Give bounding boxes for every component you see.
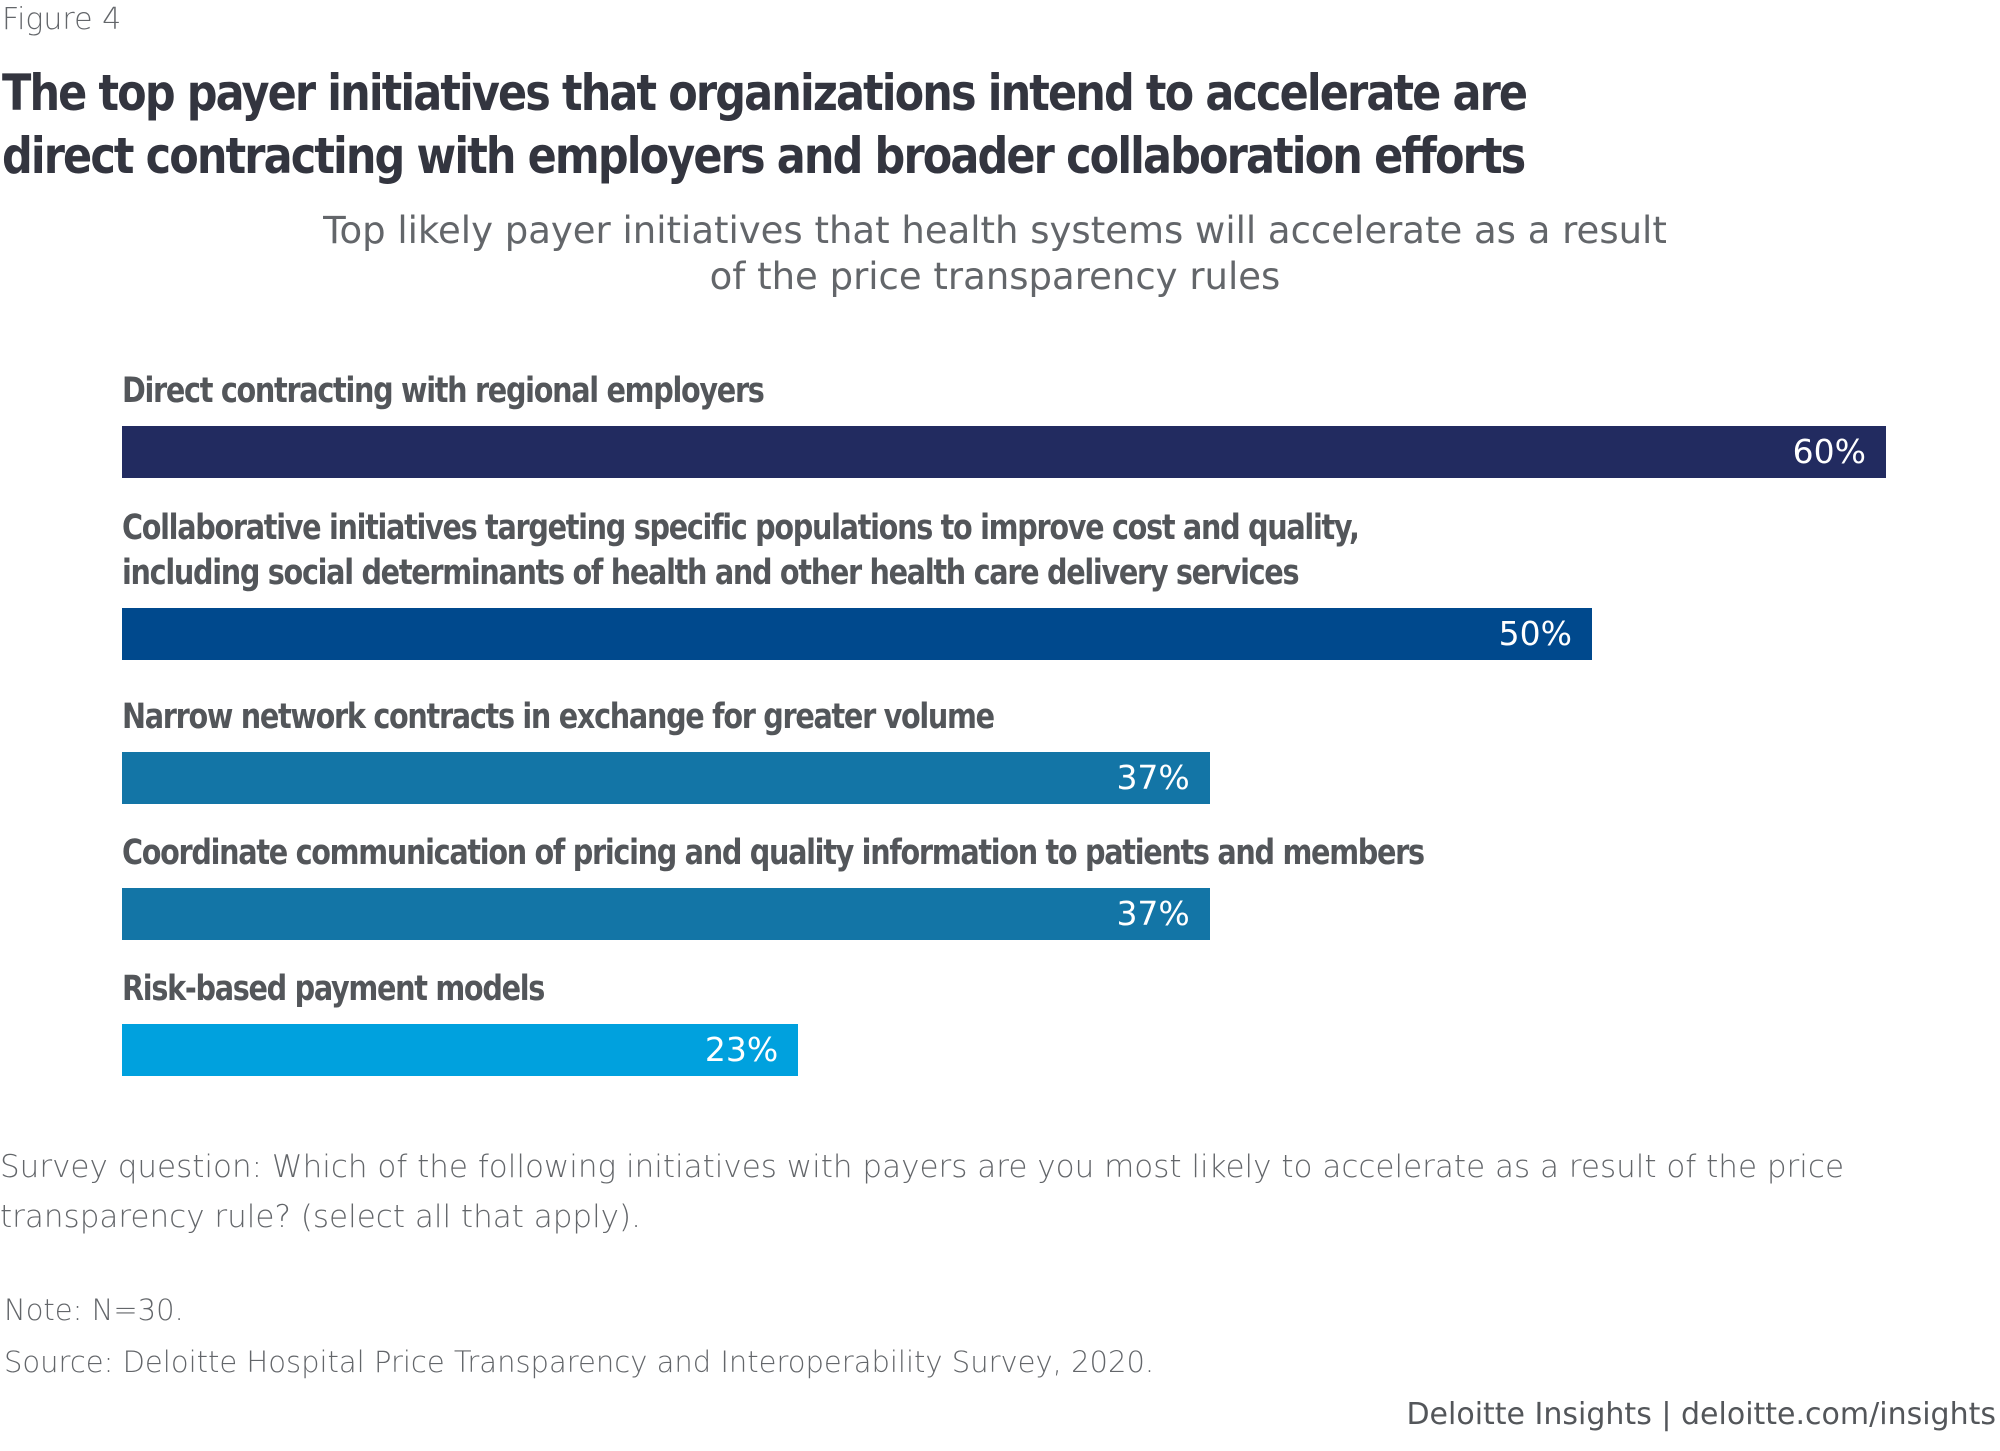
source: Source: Deloitte Hospital Price Transpar…	[4, 1345, 1155, 1379]
note: Note: N=30.	[4, 1293, 184, 1327]
category-label-line: including social determinants of health …	[122, 553, 1300, 593]
bar: 37%	[122, 752, 1210, 804]
category-label: Direct contracting with regional employe…	[122, 369, 765, 414]
category-label: Coordinate communication of pricing and …	[122, 831, 1425, 876]
category-label: Narrow network contracts in exchange for…	[122, 695, 995, 740]
category-label: Collaborative initiatives targeting spec…	[122, 506, 1360, 596]
data-label: 23%	[704, 1030, 779, 1069]
survey-question: Survey question: Which of the following …	[0, 1149, 1845, 1235]
bar: 37%	[122, 888, 1210, 940]
category-label-line: Collaborative initiatives targeting spec…	[122, 508, 1360, 548]
chart-title: The top payer initiatives that organizat…	[2, 64, 1528, 185]
data-label: 60%	[1792, 432, 1866, 471]
data-label: 37%	[1116, 758, 1190, 797]
data-label: 37%	[1116, 894, 1190, 933]
category-label-line: Coordinate communication of pricing and …	[122, 833, 1425, 873]
category-label-line: Narrow network contracts in exchange for…	[122, 697, 995, 737]
bar: 50%	[122, 608, 1592, 660]
category-label-line: Risk-based payment models	[122, 969, 545, 1009]
category-label-line: Direct contracting with regional employe…	[122, 371, 765, 411]
figure-label: Figure 4	[2, 2, 122, 37]
chart-subtitle: Top likely payer initiatives that health…	[323, 209, 1667, 298]
category-label: Risk-based payment models	[122, 967, 545, 1012]
bar: 60%	[122, 426, 1886, 478]
data-label: 50%	[1498, 614, 1572, 653]
bar: 23%	[122, 1024, 799, 1076]
credit-line: Deloitte Insights | deloitte.com/insight…	[1406, 1397, 1996, 1432]
